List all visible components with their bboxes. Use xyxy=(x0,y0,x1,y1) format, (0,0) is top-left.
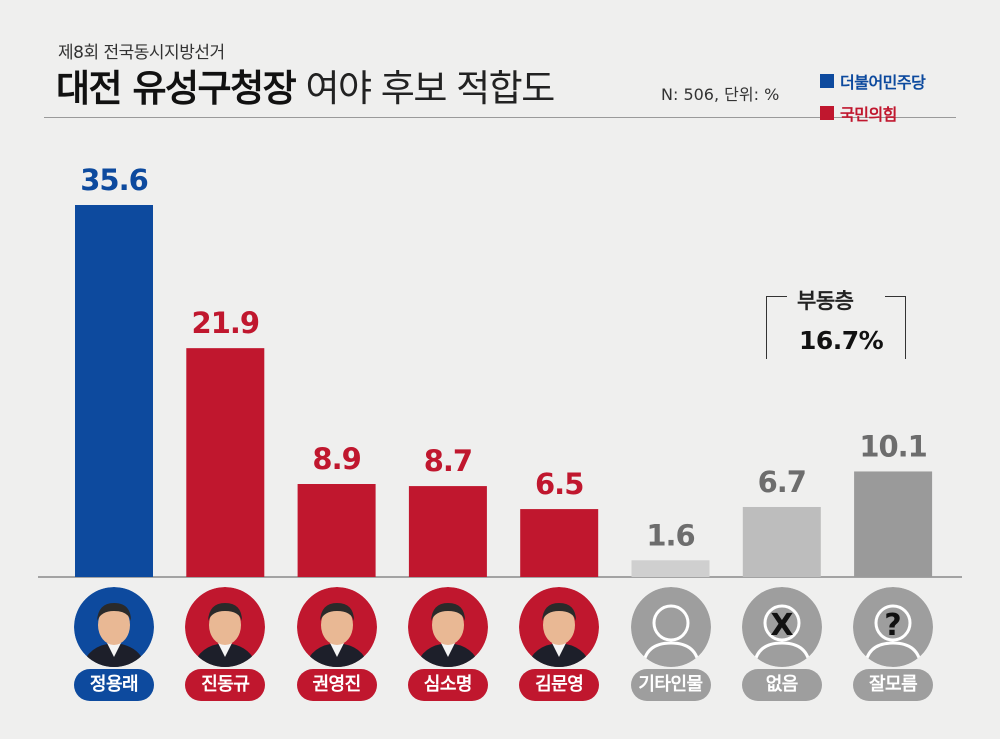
undecided-value: 16.7% xyxy=(799,326,884,355)
title-divider xyxy=(44,117,956,118)
question-icon: ? xyxy=(853,587,934,667)
bar-3 xyxy=(408,486,487,577)
avatar-0 xyxy=(74,587,154,667)
avatar-1 xyxy=(185,587,266,667)
avatar-mark-6: X xyxy=(770,608,793,643)
undecided-label: 부동층 xyxy=(797,289,854,313)
title-bold: 대전 유성구청장 xyxy=(56,67,297,110)
value-label-0: 35.6 xyxy=(80,163,148,197)
category-label-1: 진동규 xyxy=(185,669,266,701)
avatar-6: X xyxy=(741,587,822,667)
legend-swatch-ppp xyxy=(820,106,834,120)
category-label-5: 기타인물 xyxy=(630,669,711,701)
title-light: 여야 후보 적합도 xyxy=(305,67,555,110)
category-label-7: 잘모름 xyxy=(853,669,934,701)
avatar-7: ? xyxy=(853,587,934,667)
candidate-photo-1 xyxy=(185,587,266,667)
candidate-photo-4 xyxy=(519,587,600,667)
value-label-1: 21.9 xyxy=(192,306,260,340)
bar-2 xyxy=(297,484,376,577)
value-label-4: 6.5 xyxy=(535,467,583,501)
bar-4 xyxy=(520,509,599,577)
candidate-photo-0 xyxy=(74,587,154,667)
candidate-photo-2 xyxy=(296,587,377,667)
sample-note: N: 506, 단위: % xyxy=(661,85,780,104)
person-icon xyxy=(630,587,711,667)
avatar-mark-7: ? xyxy=(884,608,901,643)
value-label-2: 8.9 xyxy=(312,442,360,476)
bar-1 xyxy=(186,348,265,577)
bar-6 xyxy=(742,506,821,577)
avatar-3 xyxy=(407,587,488,667)
page-title: 대전 유성구청장 여야 후보 적합도 xyxy=(56,58,555,112)
avatar-2 xyxy=(296,587,377,667)
bar-5 xyxy=(631,560,710,577)
legend-label-democratic: 더불어민주당 xyxy=(840,73,926,92)
bar-7 xyxy=(854,471,933,577)
legend-swatch-democratic xyxy=(820,74,834,88)
category-label-6: 없음 xyxy=(741,669,822,701)
value-label-7: 10.1 xyxy=(859,429,927,463)
category-label-3: 심소명 xyxy=(407,669,488,701)
candidate-photo-3 xyxy=(407,587,488,667)
x-icon: X xyxy=(741,587,822,667)
avatar-4 xyxy=(519,587,600,667)
category-label-0: 정용래 xyxy=(74,669,154,701)
undecided-bracket-left xyxy=(766,296,787,359)
bar-0 xyxy=(75,205,153,577)
undecided-bracket-right xyxy=(885,296,906,359)
value-label-6: 6.7 xyxy=(758,465,806,499)
category-label-2: 권영진 xyxy=(296,669,377,701)
value-label-3: 8.7 xyxy=(424,444,472,478)
value-label-5: 1.6 xyxy=(646,518,694,552)
legend-item-ppp: 국민의힘 xyxy=(820,101,897,125)
survey-subtitle: 제8회 전국동시지방선거 xyxy=(58,43,225,63)
legend-label-ppp: 국민의힘 xyxy=(840,105,897,124)
avatar-5 xyxy=(630,587,711,667)
category-label-4: 김문영 xyxy=(519,669,600,701)
legend-item-democratic: 더불어민주당 xyxy=(820,69,926,93)
